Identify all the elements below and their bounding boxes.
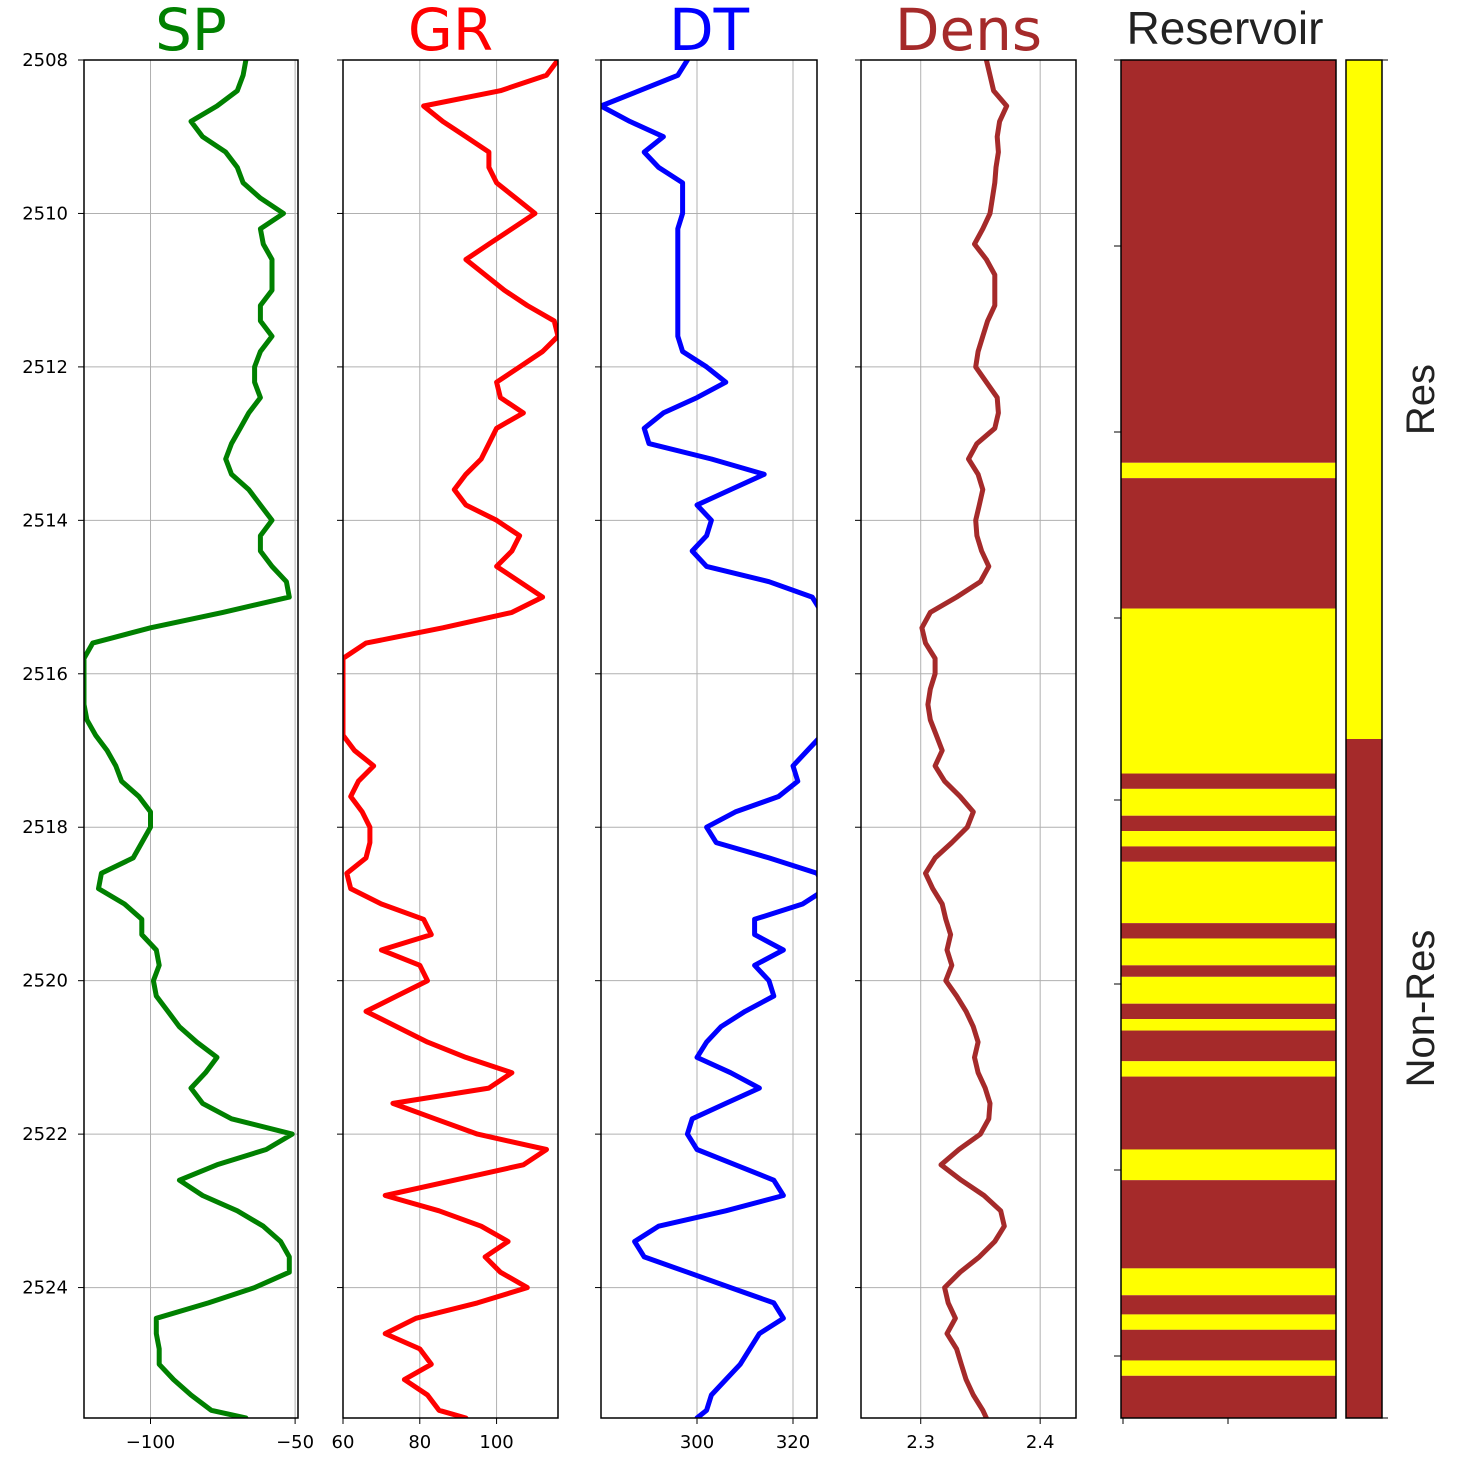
colorbar-segment-res <box>1346 60 1382 739</box>
x-tick-label: 320 <box>776 1432 810 1453</box>
facies-interval-res <box>1121 1149 1336 1181</box>
depth-axis-labels: 2508 2510 2512 2514 2516 2518 2520 2522 2524 <box>22 50 68 1299</box>
track-gr: 60 80 100 GR <box>332 0 559 1453</box>
facies-interval-non-res <box>1121 773 1336 789</box>
facies-interval-non-res <box>1121 1375 1336 1418</box>
facies-interval-res <box>1121 1019 1336 1031</box>
track-title-dt: DT <box>669 0 750 64</box>
log-tracks: −100 −50 SP 60 80 100 GR 300 320 DT 2.3 2.4 Dens 2508… <box>22 0 1077 1453</box>
facies-interval-non-res <box>1121 1329 1336 1361</box>
facies-interval-res <box>1121 462 1336 479</box>
facies-interval-res <box>1121 861 1336 924</box>
facies-interval-non-res <box>1121 478 1336 609</box>
x-tick-label: 80 <box>408 1432 431 1453</box>
axes-frame-dens <box>860 59 1077 1419</box>
x-tick-label: 60 <box>332 1432 355 1453</box>
facies-interval-non-res <box>1121 1003 1336 1020</box>
depth-tick-label: 2522 <box>22 1124 68 1145</box>
track-dens: 2.3 2.4 Dens <box>855 0 1077 1453</box>
facies-interval-res <box>1121 1314 1336 1330</box>
track-dt: 300 320 DT <box>595 0 818 1453</box>
x-tick-label: −50 <box>276 1432 314 1453</box>
facies-interval-res <box>1121 788 1336 816</box>
colorbar-label-res: Res <box>1399 364 1443 435</box>
x-tick-label: 100 <box>479 1432 513 1453</box>
x-tick-label: −100 <box>126 1432 175 1453</box>
depth-tick-label: 2524 <box>22 1278 68 1299</box>
curve-dt <box>601 60 817 1418</box>
x-tick-label: 300 <box>680 1432 714 1453</box>
facies-interval-res <box>1121 1360 1336 1376</box>
facies-interval-res <box>1121 976 1336 1004</box>
facies-interval-res <box>1121 938 1336 966</box>
facies-interval-non-res <box>1121 965 1336 977</box>
facies-interval-non-res <box>1121 1076 1336 1150</box>
depth-tick-label: 2520 <box>22 971 68 992</box>
depth-tick-label: 2510 <box>22 203 68 224</box>
colorbar-frame <box>1345 59 1383 1419</box>
colorbar-label-non-res: Non-Res <box>1399 930 1443 1088</box>
facies-interval-res <box>1121 1061 1336 1077</box>
curve-sp <box>84 60 295 1418</box>
axes-frame-gr <box>342 59 559 1419</box>
facies-interval-res <box>1121 831 1336 847</box>
facies-interval-res <box>1121 608 1336 774</box>
curve-dens <box>919 60 1010 1418</box>
curve-gr <box>343 60 558 1418</box>
track-title-gr: GR <box>408 0 493 64</box>
facies-interval-non-res <box>1121 1030 1336 1062</box>
depth-tick-label: 2518 <box>22 817 68 838</box>
x-tick-label: 2.4 <box>1026 1432 1055 1453</box>
depth-tick-label: 2516 <box>22 664 68 685</box>
reservoir-colorbar: Res Non-Res <box>1114 59 1443 1419</box>
facies-interval-non-res <box>1121 1180 1336 1269</box>
track-title-dens: Dens <box>895 0 1042 64</box>
facies-interval-non-res <box>1121 815 1336 832</box>
facies-interval-non-res <box>1121 923 1336 939</box>
track-title-sp: SP <box>155 0 227 64</box>
x-tick-label: 2.3 <box>906 1432 935 1453</box>
axes-frame-sp <box>83 59 299 1419</box>
facies-interval-res <box>1121 1268 1336 1296</box>
colorbar-segment-non-res <box>1346 739 1382 1418</box>
track-sp: −100 −50 SP <box>78 0 314 1453</box>
depth-tick-label: 2508 <box>22 50 68 71</box>
facies-interval-non-res <box>1121 1295 1336 1315</box>
facies-interval-non-res <box>1121 60 1336 463</box>
axes-frame-dt <box>600 59 818 1419</box>
depth-tick-label: 2514 <box>22 510 68 531</box>
reservoir-title: Reservoir <box>1127 2 1324 54</box>
reservoir-track: Reservoir <box>1120 2 1337 1424</box>
facies-interval-non-res <box>1121 846 1336 862</box>
depth-tick-label: 2512 <box>22 357 68 378</box>
